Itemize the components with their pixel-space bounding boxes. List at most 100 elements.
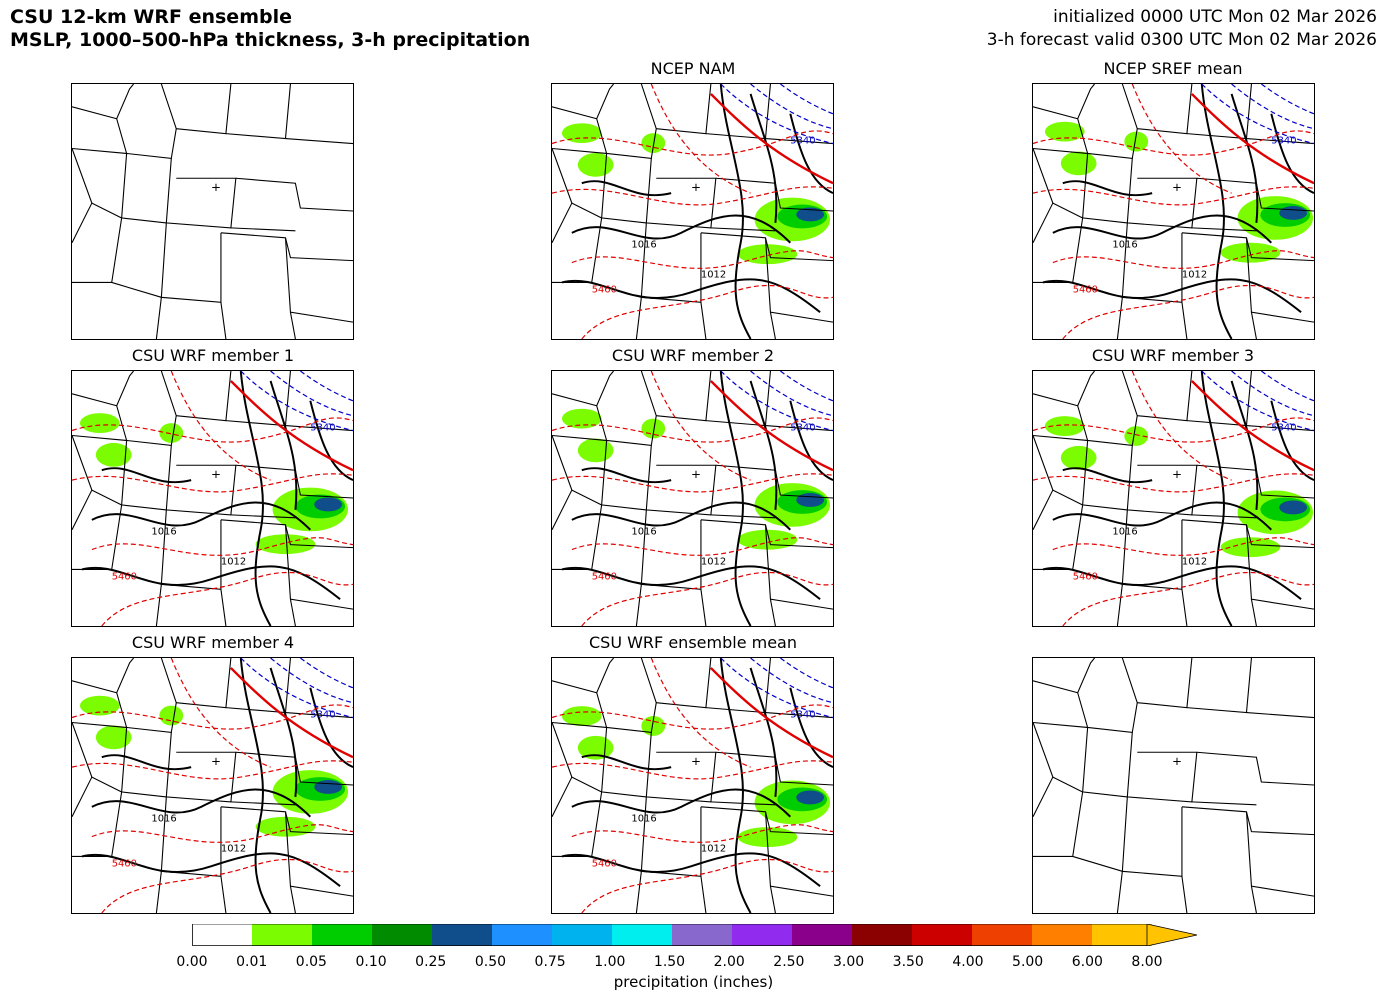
station-marker: + xyxy=(1172,754,1182,768)
panel-title-member3: CSU WRF member 3 xyxy=(1091,346,1255,365)
precip-area xyxy=(796,790,825,805)
state-boundary xyxy=(656,658,712,709)
state-boundary xyxy=(1181,589,1188,626)
state-boundary xyxy=(1181,876,1188,913)
state-boundary xyxy=(1033,84,1095,120)
mslp-contour xyxy=(719,371,752,626)
thickness-cold-contour xyxy=(1201,371,1314,432)
thickness-cold-contour xyxy=(1201,84,1314,145)
state-boundary xyxy=(1116,584,1123,626)
thickness-5400-line xyxy=(710,667,833,759)
thickness-contour xyxy=(552,186,833,206)
colorbar-segment xyxy=(372,924,432,946)
mslp-contour xyxy=(749,380,778,511)
contour-label: 1016 xyxy=(631,240,656,251)
state-boundary xyxy=(606,84,657,160)
state-boundary xyxy=(289,312,296,339)
colorbar-segment xyxy=(852,924,912,946)
precip-area xyxy=(159,423,184,443)
title-line-2: MSLP, 1000–500-hPa thickness, 3-h precip… xyxy=(10,29,531,51)
contour-label: 1016 xyxy=(631,814,656,825)
state-boundary xyxy=(601,440,647,511)
map-svg: 1012 1016 5460 5340 + xyxy=(552,658,833,913)
map-svg: + xyxy=(72,84,353,339)
colorbar-extend-arrow xyxy=(1146,924,1198,946)
state-boundary xyxy=(1186,658,1252,714)
colorbar-segment xyxy=(252,924,312,946)
map-panel-ensmean: 1012 1016 5460 5340 + xyxy=(551,657,834,914)
state-boundary xyxy=(1126,732,1198,803)
thickness-contour xyxy=(1033,186,1314,206)
mslp-contour xyxy=(91,788,312,818)
state-boundary xyxy=(72,148,122,219)
map-panel-member2: 1012 1016 5460 5340 + xyxy=(551,370,834,627)
colorbar-tick-label: 0.75 xyxy=(534,954,566,970)
thickness-contour xyxy=(552,704,833,730)
state-boundary xyxy=(165,445,237,516)
state-boundary xyxy=(656,371,712,422)
contour-label: 5460 xyxy=(1073,571,1098,582)
panel-title-nam: NCEP NAM xyxy=(650,59,736,78)
mslp-contour xyxy=(789,400,833,482)
state-boundary xyxy=(769,312,776,339)
state-boundary xyxy=(235,464,353,499)
mslp-contour xyxy=(309,687,353,769)
thickness-cold-contour xyxy=(750,84,833,130)
state-boundary xyxy=(552,371,614,407)
state-boundary xyxy=(220,876,227,913)
state-boundary xyxy=(1246,712,1314,719)
mslp-contour xyxy=(749,667,778,798)
thickness-contour xyxy=(1131,84,1232,194)
thickness-contour xyxy=(581,571,833,626)
map-svg: 1012 1016 5460 5340 + xyxy=(1033,84,1314,339)
state-boundary xyxy=(715,177,833,212)
state-boundary xyxy=(700,519,833,549)
thickness-cold-contour xyxy=(720,658,833,719)
precip-area xyxy=(1279,206,1308,220)
colorbar-segment xyxy=(972,924,1032,946)
colorbar-tick-label: 4.00 xyxy=(952,954,984,970)
state-boundary xyxy=(1181,232,1314,262)
colorbar-segment xyxy=(552,924,612,946)
colorbar-tick-label: 1.50 xyxy=(653,954,686,970)
precip-area xyxy=(1044,121,1085,142)
thickness-contour xyxy=(552,760,833,780)
colorbar-segment xyxy=(672,924,732,946)
state-boundary xyxy=(700,876,707,913)
state-boundary xyxy=(72,489,93,530)
precip-area xyxy=(641,716,666,736)
precip-area xyxy=(577,438,614,463)
contour-label: 5460 xyxy=(592,571,617,582)
mslp-contour xyxy=(581,467,672,484)
precip-area xyxy=(95,725,132,750)
state-boundary xyxy=(606,371,657,447)
thickness-contours xyxy=(72,658,353,913)
colorbar-segment xyxy=(312,924,372,946)
thickness-contour xyxy=(581,858,833,913)
state-boundary xyxy=(285,425,353,432)
state-boundary xyxy=(715,464,833,499)
state-boundary xyxy=(640,796,702,877)
state-boundary xyxy=(1246,138,1314,145)
precip-area xyxy=(314,780,343,794)
map-panel-member1: 1012 1016 5460 5340 + xyxy=(71,370,354,627)
thickness-cold-contour xyxy=(720,84,833,145)
mslp-contours xyxy=(561,371,833,626)
title-line-1: CSU 12-km WRF ensemble xyxy=(10,6,292,28)
state-boundary xyxy=(225,84,291,140)
thickness-contours xyxy=(552,371,833,626)
map-panel-member4: 1012 1016 5460 5340 + xyxy=(71,657,354,914)
thickness-cold-contour xyxy=(780,658,833,689)
mslp-contour xyxy=(1200,84,1233,339)
thickness-cold-contour xyxy=(780,84,833,115)
colorbar-segment xyxy=(732,924,792,946)
state-boundary xyxy=(220,302,227,339)
precip-area xyxy=(1124,426,1149,446)
state-boundary xyxy=(1116,297,1123,339)
panel-title-member4: CSU WRF member 4 xyxy=(131,633,295,652)
state-boundary xyxy=(1181,806,1314,836)
thickness-contour xyxy=(1033,473,1314,493)
station-marker: + xyxy=(1172,180,1182,194)
colorbar-tick-label: 8.00 xyxy=(1131,954,1163,970)
mslp-contour xyxy=(1062,180,1153,197)
